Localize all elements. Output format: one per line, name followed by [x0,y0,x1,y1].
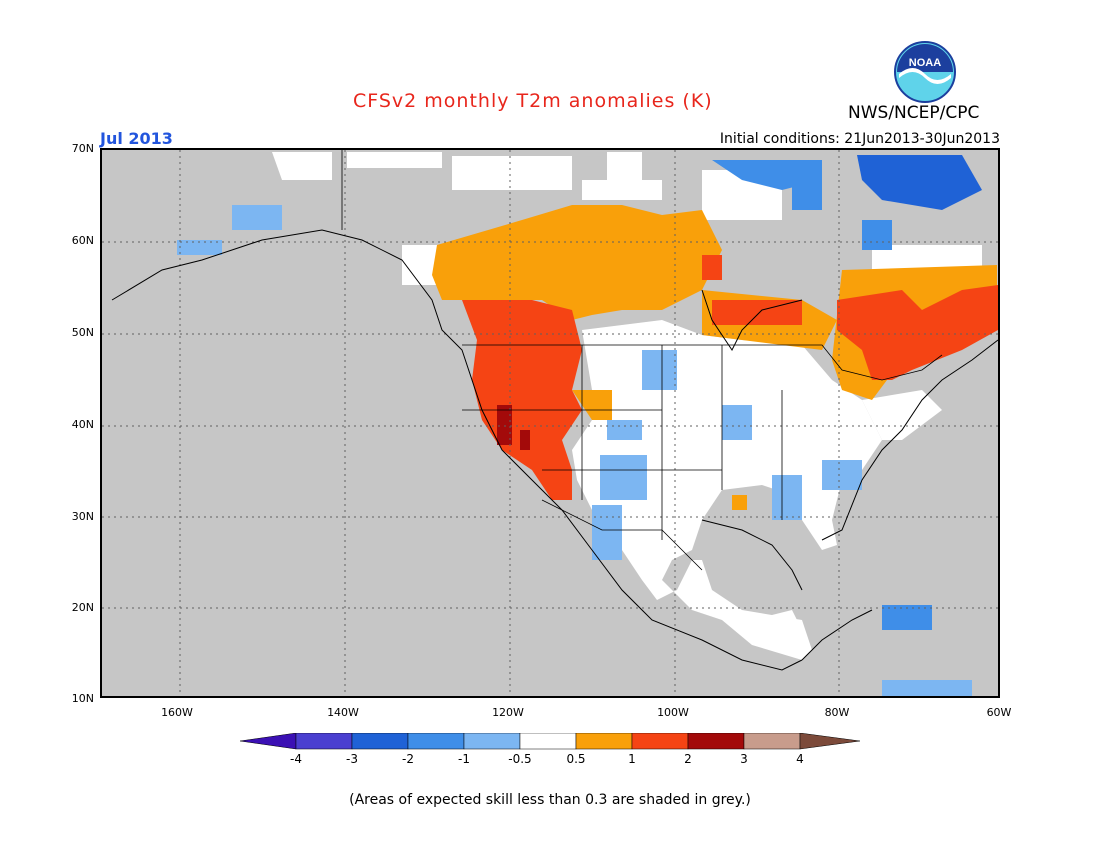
lat-label-70n: 70N [71,142,94,155]
colorbar-label-neg2: -2 [402,752,414,766]
colorbar-label-3: 3 [740,752,748,766]
colorbar-segment-4 [463,733,521,750]
lat-label-10n: 10N [71,692,94,705]
strong-warm-anomaly-regions [462,255,998,500]
colorbar-label-neg0-5: -0.5 [508,752,532,766]
colorbar-label-neg4: -4 [290,752,302,766]
lat-label-30n: 30N [71,510,94,523]
political-borders [341,150,943,571]
colorbar-segment-6 [575,733,633,750]
lat-label-40n: 40N [71,418,94,431]
forecast-month: Jul 2013 [100,129,173,148]
lon-label-80w: 80W [824,706,850,719]
lon-label-100w: 100W [657,706,689,719]
lon-label-120w: 120W [492,706,524,719]
colorbar-label-0-5: 0.5 [566,752,586,766]
colorbar-segment-1 [295,733,353,750]
lat-label-60n: 60N [71,234,94,247]
colorbar-segment-2 [351,733,409,750]
lon-label-160w: 160W [161,706,193,719]
lat-label-20n: 20N [71,601,94,614]
noaa-logo: NOAA [894,41,956,103]
cool-anomaly-regions [177,155,982,696]
initial-conditions: Initial conditions: 21Jun2013-30Jun2013 [719,131,1000,147]
map-title: CFSv2 monthly T2m anomalies (K) [353,90,713,112]
anomaly-map [100,148,1000,698]
org-label: NWS/NCEP/CPC [848,103,980,123]
colorbar-segment-5 [519,733,577,750]
logo-text: NOAA [909,57,941,69]
colorbar-segment-7 [631,733,689,750]
skill-note: (Areas of expected skill less than 0.3 a… [349,792,751,808]
colorbar-segment-8 [687,733,745,750]
colorbar-label-4: 4 [796,752,804,766]
colorbar-label-1: 1 [628,752,636,766]
colorbar [240,733,861,750]
colorbar-label-2: 2 [684,752,692,766]
lon-label-140w: 140W [327,706,359,719]
colorbar-label-neg1: -1 [458,752,470,766]
lat-label-50n: 50N [71,326,94,339]
colorbar-segment-10 [799,733,861,750]
colorbar-segment-9 [743,733,801,750]
colorbar-label-neg3: -3 [346,752,358,766]
graticule [102,150,998,696]
lon-label-60w: 60W [986,706,1012,719]
map-canvas [102,150,998,696]
colorbar-segment-0 [240,733,297,750]
colorbar-segment-3 [407,733,465,750]
very-strong-warm-anomaly-regions [497,405,530,450]
